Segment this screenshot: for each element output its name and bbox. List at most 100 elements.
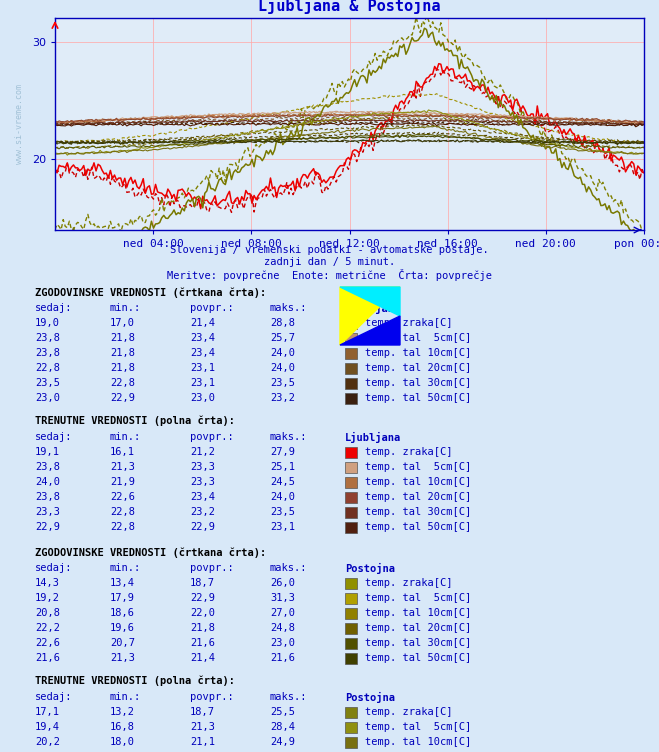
Text: temp. tal 10cm[C]: temp. tal 10cm[C] <box>365 477 471 487</box>
Text: 23,5: 23,5 <box>270 378 295 388</box>
Text: 21,2: 21,2 <box>190 447 215 457</box>
Text: 24,5: 24,5 <box>270 477 295 487</box>
Text: 28,8: 28,8 <box>270 318 295 328</box>
Text: 23,4: 23,4 <box>190 492 215 502</box>
Text: 19,6: 19,6 <box>110 623 135 633</box>
Text: temp. zraka[C]: temp. zraka[C] <box>365 578 453 588</box>
Text: zadnji dan / 5 minut.: zadnji dan / 5 minut. <box>264 257 395 267</box>
Text: 21,6: 21,6 <box>190 638 215 648</box>
Text: 21,8: 21,8 <box>190 623 215 633</box>
Text: Postojna: Postojna <box>345 692 395 703</box>
Text: maks.:: maks.: <box>270 563 308 573</box>
Text: 22,9: 22,9 <box>190 522 215 532</box>
Text: povpr.:: povpr.: <box>190 432 234 442</box>
Text: 20,8: 20,8 <box>35 608 60 618</box>
Text: 23,1: 23,1 <box>190 378 215 388</box>
Text: sedaj:: sedaj: <box>35 563 72 573</box>
Text: temp. tal 50cm[C]: temp. tal 50cm[C] <box>365 653 471 663</box>
Text: temp. zraka[C]: temp. zraka[C] <box>365 318 453 328</box>
Text: 22,8: 22,8 <box>110 522 135 532</box>
Text: sedaj:: sedaj: <box>35 303 72 313</box>
Text: temp. zraka[C]: temp. zraka[C] <box>365 707 453 717</box>
Text: povpr.:: povpr.: <box>190 303 234 313</box>
Text: temp. tal 30cm[C]: temp. tal 30cm[C] <box>365 507 471 517</box>
Text: 22,8: 22,8 <box>110 507 135 517</box>
Text: 27,0: 27,0 <box>270 608 295 618</box>
Text: 13,2: 13,2 <box>110 707 135 717</box>
Text: 21,4: 21,4 <box>190 653 215 663</box>
Text: 31,3: 31,3 <box>270 593 295 603</box>
Text: 21,3: 21,3 <box>110 653 135 663</box>
Text: 25,5: 25,5 <box>270 707 295 717</box>
Text: sedaj:: sedaj: <box>35 692 72 702</box>
Text: 24,0: 24,0 <box>270 492 295 502</box>
Text: 22,8: 22,8 <box>110 378 135 388</box>
Text: 20,7: 20,7 <box>110 638 135 648</box>
Text: 21,3: 21,3 <box>110 462 135 472</box>
Text: 19,2: 19,2 <box>35 593 60 603</box>
Text: 19,4: 19,4 <box>35 722 60 732</box>
Text: temp. tal 30cm[C]: temp. tal 30cm[C] <box>365 378 471 388</box>
Text: 23,1: 23,1 <box>190 363 215 373</box>
Text: 23,1: 23,1 <box>270 522 295 532</box>
Text: 18,0: 18,0 <box>110 737 135 747</box>
Text: 21,8: 21,8 <box>110 348 135 358</box>
Text: temp. tal 20cm[C]: temp. tal 20cm[C] <box>365 492 471 502</box>
Text: 23,4: 23,4 <box>190 348 215 358</box>
Text: temp. tal 50cm[C]: temp. tal 50cm[C] <box>365 522 471 532</box>
Text: 21,3: 21,3 <box>190 722 215 732</box>
Text: 21,8: 21,8 <box>110 363 135 373</box>
Text: maks.:: maks.: <box>270 432 308 442</box>
Text: 25,1: 25,1 <box>270 462 295 472</box>
Text: temp. tal 20cm[C]: temp. tal 20cm[C] <box>365 623 471 633</box>
Title: Ljubljana & Postojna: Ljubljana & Postojna <box>258 0 441 14</box>
Text: 24,0: 24,0 <box>35 477 60 487</box>
Text: 21,4: 21,4 <box>190 318 215 328</box>
Text: 25,7: 25,7 <box>270 333 295 343</box>
Text: maks.:: maks.: <box>270 303 308 313</box>
Text: 18,6: 18,6 <box>110 608 135 618</box>
Text: 23,0: 23,0 <box>190 393 215 403</box>
Text: min.:: min.: <box>110 563 141 573</box>
Text: 23,2: 23,2 <box>270 393 295 403</box>
Text: 22,9: 22,9 <box>35 522 60 532</box>
Text: 23,0: 23,0 <box>35 393 60 403</box>
Text: 22,0: 22,0 <box>190 608 215 618</box>
Text: 17,1: 17,1 <box>35 707 60 717</box>
Text: 24,8: 24,8 <box>270 623 295 633</box>
Text: 23,8: 23,8 <box>35 492 60 502</box>
Text: 23,3: 23,3 <box>190 477 215 487</box>
Text: 23,5: 23,5 <box>270 507 295 517</box>
Text: www.si-vreme.com: www.si-vreme.com <box>15 84 24 164</box>
Text: 18,7: 18,7 <box>190 578 215 588</box>
Text: ZGODOVINSKE VREDNOSTI (črtkana črta):: ZGODOVINSKE VREDNOSTI (črtkana črta): <box>35 287 266 298</box>
Text: 18,7: 18,7 <box>190 707 215 717</box>
Text: temp. tal 30cm[C]: temp. tal 30cm[C] <box>365 638 471 648</box>
Text: 16,1: 16,1 <box>110 447 135 457</box>
Text: 28,4: 28,4 <box>270 722 295 732</box>
Text: min.:: min.: <box>110 692 141 702</box>
Text: temp. tal 10cm[C]: temp. tal 10cm[C] <box>365 348 471 358</box>
Text: min.:: min.: <box>110 432 141 442</box>
Text: 22,9: 22,9 <box>110 393 135 403</box>
Text: 13,4: 13,4 <box>110 578 135 588</box>
Text: 23,2: 23,2 <box>190 507 215 517</box>
Text: temp. tal 20cm[C]: temp. tal 20cm[C] <box>365 363 471 373</box>
Text: 22,6: 22,6 <box>35 638 60 648</box>
Text: temp. tal  5cm[C]: temp. tal 5cm[C] <box>365 722 471 732</box>
Text: TRENUTNE VREDNOSTI (polna črta):: TRENUTNE VREDNOSTI (polna črta): <box>35 676 235 687</box>
Text: min.:: min.: <box>110 303 141 313</box>
Text: 16,8: 16,8 <box>110 722 135 732</box>
Text: povpr.:: povpr.: <box>190 692 234 702</box>
Text: Ljubljana: Ljubljana <box>345 303 401 314</box>
Text: temp. tal 10cm[C]: temp. tal 10cm[C] <box>365 737 471 747</box>
Text: temp. tal  5cm[C]: temp. tal 5cm[C] <box>365 593 471 603</box>
Text: 23,5: 23,5 <box>35 378 60 388</box>
Text: temp. zraka[C]: temp. zraka[C] <box>365 447 453 457</box>
Text: 17,0: 17,0 <box>110 318 135 328</box>
Text: 20,2: 20,2 <box>35 737 60 747</box>
Text: 23,4: 23,4 <box>190 333 215 343</box>
Text: 24,9: 24,9 <box>270 737 295 747</box>
Text: 24,0: 24,0 <box>270 363 295 373</box>
Text: 14,3: 14,3 <box>35 578 60 588</box>
